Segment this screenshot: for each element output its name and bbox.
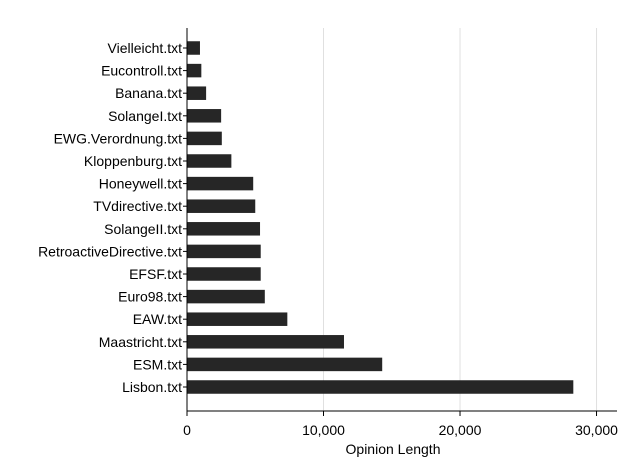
category-label: Kloppenburg.txt bbox=[84, 153, 182, 169]
category-label: Lisbon.txt bbox=[122, 379, 182, 395]
bar-solangei bbox=[187, 109, 222, 123]
bar-maastricht bbox=[187, 335, 344, 349]
x-tick-labels: 0 10,000 20,000 30,000 bbox=[183, 411, 618, 438]
category-label: Euro98.txt bbox=[118, 289, 182, 305]
bar-tvdirective bbox=[187, 199, 256, 213]
bar-lisbon bbox=[187, 380, 574, 394]
category-label: RetroactiveDirective.txt bbox=[38, 243, 182, 259]
bar-ewg-verordnung bbox=[187, 131, 222, 146]
bar-esm bbox=[187, 357, 383, 372]
bar-efsf bbox=[187, 267, 261, 281]
bar-vielleicht bbox=[187, 41, 200, 55]
category-label: Honeywell.txt bbox=[99, 176, 182, 192]
bar-retroactivedirective bbox=[187, 244, 261, 259]
category-label: EAW.txt bbox=[133, 311, 182, 327]
bar-solangeii bbox=[187, 222, 261, 236]
bar-eucontroll bbox=[187, 63, 202, 78]
x-tick-label: 0 bbox=[183, 422, 191, 438]
category-labels: Vielleicht.txt Eucontroll.txt Banana.txt So… bbox=[38, 40, 187, 395]
bar-kloppenburg bbox=[187, 154, 232, 168]
axes bbox=[186, 28, 617, 412]
category-label: EFSF.txt bbox=[129, 266, 182, 282]
bar-eaw bbox=[187, 312, 288, 326]
bar-banana bbox=[187, 86, 207, 100]
x-tick-label: 20,000 bbox=[439, 422, 482, 438]
category-label: SolangeI.txt bbox=[108, 108, 182, 124]
bar-euro98 bbox=[187, 289, 265, 304]
category-label: EWG.Verordnung.txt bbox=[54, 130, 183, 146]
category-label: Eucontroll.txt bbox=[101, 63, 182, 79]
category-label: ESM.txt bbox=[133, 356, 182, 372]
bars bbox=[187, 41, 574, 394]
category-label: Vielleicht.txt bbox=[108, 40, 183, 56]
bar-honeywell bbox=[187, 176, 254, 191]
x-tick-label: 30,000 bbox=[575, 422, 618, 438]
category-label: SolangeII.txt bbox=[104, 221, 182, 237]
x-tick-label: 10,000 bbox=[302, 422, 345, 438]
category-label: Maastricht.txt bbox=[99, 334, 182, 350]
category-label: Banana.txt bbox=[115, 85, 182, 101]
category-label: TVdirective.txt bbox=[93, 198, 182, 214]
gridlines bbox=[323, 28, 598, 411]
x-axis-title: Opinion Length bbox=[346, 441, 441, 457]
